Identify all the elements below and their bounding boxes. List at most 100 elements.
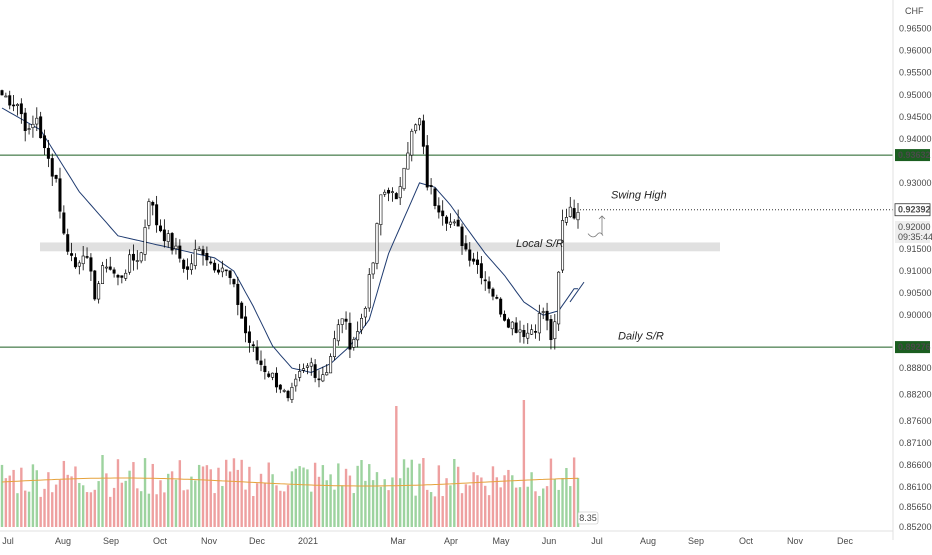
candle[interactable] [170,232,174,255]
candle[interactable] [4,92,8,98]
candle[interactable] [514,317,518,334]
candle[interactable] [58,167,62,219]
candle[interactable] [503,310,507,322]
candle[interactable] [147,198,151,230]
candle[interactable] [561,209,565,273]
candle[interactable] [143,219,147,261]
candle[interactable] [456,209,460,227]
candle[interactable] [360,313,364,335]
candle[interactable] [209,256,213,265]
candle[interactable] [85,247,89,259]
candle[interactable] [77,260,81,275]
candle[interactable] [406,142,410,170]
candle[interactable] [62,205,66,236]
candle[interactable] [271,372,275,381]
candle[interactable] [375,222,379,270]
candle[interactable] [186,258,190,280]
candle[interactable] [433,187,437,210]
candle[interactable] [506,317,510,329]
candle[interactable] [537,304,541,341]
candle[interactable] [394,191,398,200]
candle[interactable] [116,273,120,286]
candle[interactable] [313,359,317,383]
candle[interactable] [263,358,267,380]
candle[interactable] [158,219,162,233]
candle[interactable] [526,323,530,345]
candle[interactable] [220,260,224,278]
candle[interactable] [348,312,352,359]
candle[interactable] [545,302,549,331]
candle[interactable] [23,107,27,142]
candle[interactable] [356,321,360,348]
candle[interactable] [162,219,166,248]
candle[interactable] [572,199,576,220]
candle[interactable] [251,341,255,353]
candle[interactable] [576,203,580,229]
candle[interactable] [197,246,201,252]
candle[interactable] [321,366,325,383]
candle[interactable] [274,367,278,393]
candle[interactable] [530,324,534,335]
candle[interactable] [549,314,553,350]
candle[interactable] [352,336,356,351]
candle[interactable] [193,239,197,270]
candle[interactable] [50,153,54,186]
candle[interactable] [483,271,487,291]
candle[interactable] [398,176,402,205]
candle[interactable] [437,197,441,219]
candle[interactable] [309,357,313,376]
candle[interactable] [441,200,445,226]
candle[interactable] [475,251,479,274]
candle[interactable] [499,297,503,318]
candle[interactable] [120,275,124,284]
candle[interactable] [564,208,568,226]
candle[interactable] [383,189,387,197]
candle[interactable] [363,306,367,326]
candle[interactable] [205,246,209,266]
candle[interactable] [367,268,371,312]
candle[interactable] [410,128,414,162]
candle[interactable] [247,325,251,353]
candle[interactable] [445,215,449,231]
candle[interactable] [495,294,499,300]
candle[interactable] [421,114,425,155]
candle[interactable] [255,340,259,365]
candle[interactable] [557,271,561,331]
candle[interactable] [541,307,545,320]
candle[interactable] [298,363,302,382]
candle[interactable] [213,259,217,273]
candle[interactable] [390,187,394,202]
candle[interactable] [487,276,491,294]
candle[interactable] [236,276,240,316]
candle[interactable] [54,174,58,183]
candle[interactable] [448,213,452,229]
candle[interactable] [418,117,422,131]
candle[interactable] [491,287,495,301]
candle[interactable] [0,89,4,96]
candle[interactable] [27,124,31,135]
candle[interactable] [244,305,248,343]
candle[interactable] [174,237,178,255]
candle[interactable] [112,267,116,278]
candle[interactable] [31,115,35,138]
candle[interactable] [425,135,429,191]
candle[interactable] [73,253,77,269]
candle[interactable] [522,324,526,344]
candle[interactable] [402,167,406,191]
candle[interactable] [429,178,433,195]
candle[interactable] [70,242,74,262]
candle[interactable] [128,249,132,275]
candle[interactable] [332,330,336,361]
candle[interactable] [240,301,244,319]
candle[interactable] [344,311,348,330]
candle[interactable] [43,129,47,155]
candle[interactable] [216,263,220,275]
candle[interactable] [533,324,537,339]
candle[interactable] [135,250,139,270]
candle[interactable] [568,197,572,218]
candle[interactable] [282,388,286,393]
candle[interactable] [317,370,321,388]
candle[interactable] [139,251,143,264]
candle[interactable] [553,313,557,350]
